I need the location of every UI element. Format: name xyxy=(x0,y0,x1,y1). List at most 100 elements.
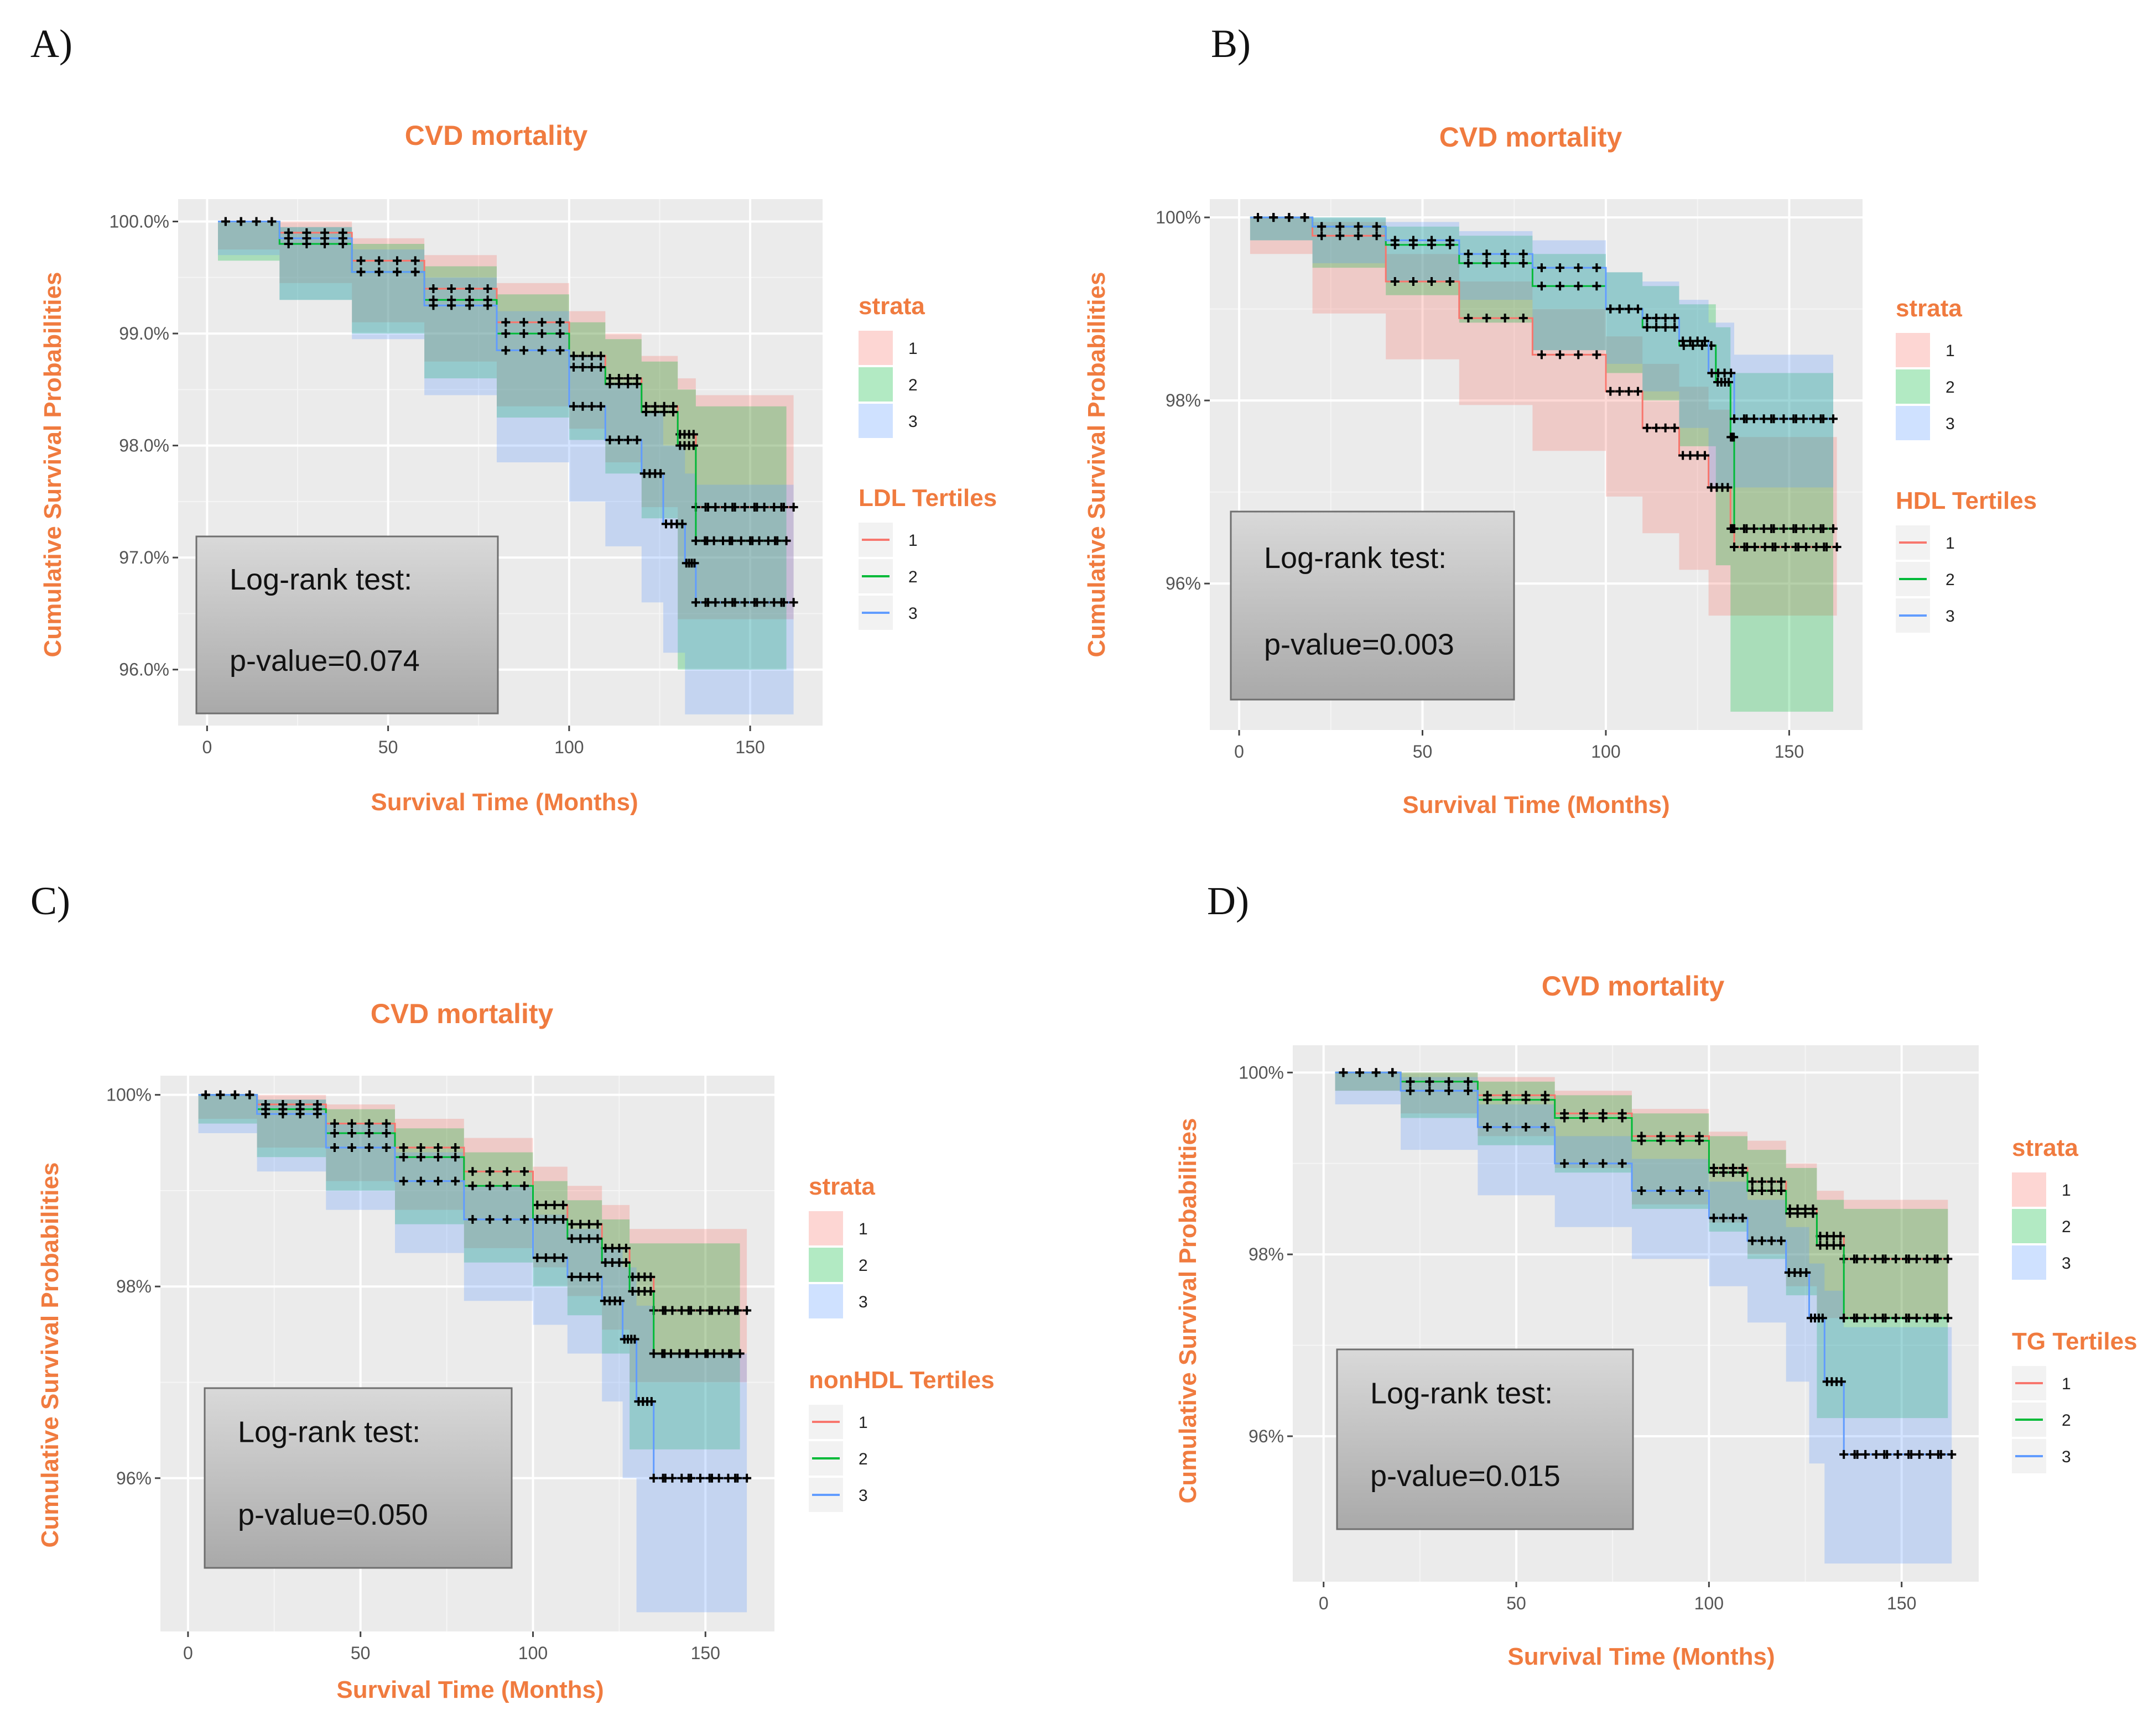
censor-mark xyxy=(537,346,547,355)
censor-mark xyxy=(621,1258,631,1267)
legend-label: 2 xyxy=(1946,571,1955,589)
censor-mark xyxy=(1500,314,1510,323)
legend-key-fill xyxy=(2012,1245,2046,1280)
confidence-band-2 xyxy=(218,221,787,670)
survival-chart: 0 50 100 150 100% 98% 96% CVD mortality Survival… xyxy=(1083,122,2037,819)
chart-title: CVD mortality xyxy=(1542,971,1725,1002)
censor-mark xyxy=(1791,542,1801,551)
x-axis-label: Survival Time (Months) xyxy=(336,1676,604,1703)
censor-mark xyxy=(1779,524,1788,533)
censor-mark xyxy=(658,1349,667,1358)
censor-mark xyxy=(550,1253,559,1263)
censor-mark xyxy=(1933,1313,1942,1323)
censor-mark xyxy=(1839,1313,1849,1323)
censor-mark xyxy=(569,351,579,361)
censor-mark xyxy=(677,1306,686,1315)
censor-mark xyxy=(555,346,565,355)
survival-chart: 0 50 100 150 100.0% 99.0% 98.0% 97.0% 96.0% CVD m… xyxy=(39,120,997,816)
censor-mark xyxy=(567,1234,576,1243)
censor-mark xyxy=(1700,336,1709,346)
panel-a: A) 0 50 100 150 100.0% 99.0% 98.0% 97.0% 96.0% CV… xyxy=(0,0,1072,868)
censor-mark xyxy=(382,1128,391,1138)
censor-mark xyxy=(1729,414,1739,424)
censor-mark xyxy=(1642,314,1652,323)
censor-mark xyxy=(338,233,347,243)
logrank-box xyxy=(1336,1348,1634,1530)
censor-mark xyxy=(1670,322,1679,332)
legend-label: 2 xyxy=(908,568,918,586)
censor-mark xyxy=(1541,1122,1550,1132)
censor-mark xyxy=(519,1181,529,1191)
censor-mark xyxy=(541,1214,550,1224)
censor-mark xyxy=(1371,1068,1381,1077)
censor-mark xyxy=(755,536,764,545)
legend-key-fill xyxy=(859,331,893,365)
censor-mark xyxy=(1463,1077,1473,1086)
censor-mark xyxy=(1617,1159,1627,1168)
censor-mark xyxy=(1789,524,1798,533)
censor-mark xyxy=(1904,1450,1913,1459)
censor-mark xyxy=(1521,1095,1531,1104)
x-tick-label: 100 xyxy=(1694,1593,1724,1613)
censor-mark xyxy=(724,1306,733,1315)
censor-mark xyxy=(1922,1254,1932,1264)
censor-mark xyxy=(705,1473,714,1483)
censor-mark xyxy=(593,1219,602,1229)
censor-mark xyxy=(711,598,720,607)
censor-mark xyxy=(705,1306,714,1315)
censor-mark xyxy=(760,503,769,512)
censor-mark xyxy=(1719,1213,1728,1223)
confidence-band-1 xyxy=(1335,1072,1948,1318)
censor-mark xyxy=(730,598,740,607)
censor-mark xyxy=(1390,236,1400,245)
censor-mark xyxy=(646,1272,656,1281)
censor-mark xyxy=(550,1214,559,1224)
censor-mark xyxy=(733,1473,742,1483)
chart-title: CVD mortality xyxy=(405,120,588,151)
y-tick-label: 98.0% xyxy=(119,436,169,456)
x-tick-label: 0 xyxy=(1234,742,1244,762)
censor-mark xyxy=(1483,1122,1492,1132)
censor-mark xyxy=(700,536,710,545)
censor-mark xyxy=(1317,231,1327,241)
censor-mark xyxy=(261,1109,271,1119)
censor-mark xyxy=(468,1167,477,1176)
legend-label: 2 xyxy=(1946,378,1955,397)
censor-mark xyxy=(365,1119,374,1128)
censor-mark xyxy=(1464,249,1473,259)
censor-mark xyxy=(533,1214,542,1224)
survival-curve-1 xyxy=(1250,216,1837,548)
censor-mark xyxy=(701,503,710,512)
censor-mark xyxy=(365,1128,374,1138)
censor-mark xyxy=(1354,222,1363,231)
logrank-box xyxy=(195,535,499,715)
censor-mark xyxy=(267,217,277,226)
x-axis-label: Survival Time (Months) xyxy=(371,789,638,816)
censor-mark xyxy=(555,329,565,338)
censor-mark xyxy=(1870,1254,1880,1264)
censor-mark xyxy=(1839,1450,1849,1459)
censor-mark xyxy=(1445,236,1455,245)
censor-mark xyxy=(658,1473,668,1483)
censor-mark xyxy=(1881,1313,1890,1323)
y-tick-label: 96% xyxy=(1166,574,1201,593)
censor-mark xyxy=(649,1349,658,1358)
legend-label: 1 xyxy=(2062,1375,2071,1393)
censor-mark xyxy=(1739,524,1749,533)
censor-mark xyxy=(429,301,438,310)
censor-mark xyxy=(593,1272,602,1281)
censor-mark xyxy=(1656,1136,1666,1145)
censor-mark xyxy=(677,1473,686,1483)
censor-mark xyxy=(656,469,665,478)
censor-mark xyxy=(686,1473,696,1483)
censor-mark xyxy=(1828,414,1838,424)
censor-mark xyxy=(1556,281,1565,291)
censor-mark xyxy=(567,1219,576,1229)
censor-mark xyxy=(709,536,719,545)
censor-mark xyxy=(1521,1122,1531,1132)
censor-mark xyxy=(374,267,384,277)
censor-mark xyxy=(1354,231,1363,241)
censor-mark xyxy=(347,1119,357,1128)
censor-mark xyxy=(621,1243,631,1253)
logrank-test-label: Log-rank test: xyxy=(1370,1377,1553,1410)
